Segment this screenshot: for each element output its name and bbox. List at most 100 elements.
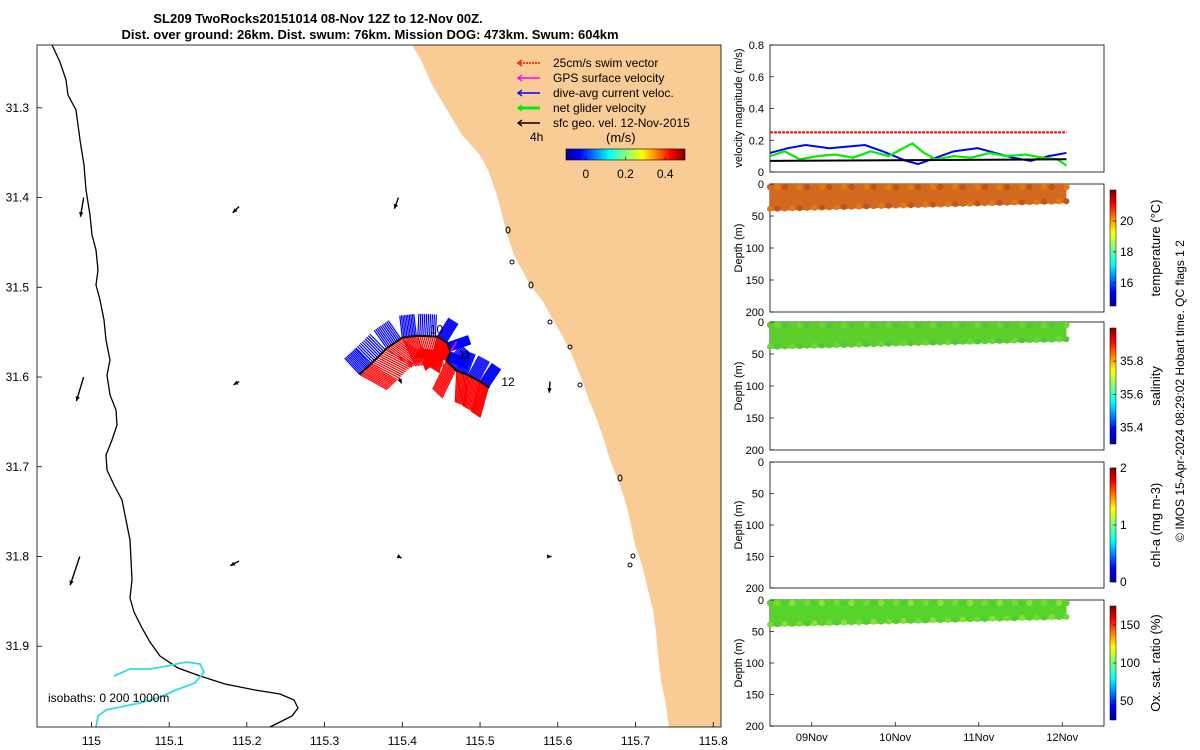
legend-item: dive-avg current veloc.	[516, 86, 674, 100]
temperature-section-sample	[1011, 199, 1018, 206]
salinity-section-ytick-label: 150	[746, 413, 764, 425]
legend-item: GPS surface velocity	[516, 71, 664, 85]
oxygen-section-ytick-label: 50	[752, 627, 764, 639]
oxygen-section-sample	[826, 619, 833, 626]
swim-vector	[477, 385, 488, 417]
salinity-section-ytick-label: 0	[758, 317, 764, 329]
current-vector	[411, 314, 416, 337]
oxygen-section-sample	[937, 599, 944, 607]
oxygen-section-sample	[1033, 614, 1040, 621]
swim-vector	[361, 371, 390, 388]
oxygen-section-sample	[952, 599, 959, 607]
chl-a-section-cbar-tick-label: 2	[1120, 461, 1127, 475]
swim-vector	[416, 353, 449, 358]
time-tick-label: 12Nov	[1046, 732, 1078, 744]
oxygen-section-sample	[1040, 599, 1048, 607]
lon-tick-label: 115	[82, 734, 101, 748]
temperature-section-sample	[981, 183, 989, 191]
legend-label: 25cm/s swim vector	[553, 56, 658, 70]
lon-tick-label: 115.7	[621, 734, 650, 748]
current-vector	[447, 335, 469, 344]
current-vector	[456, 349, 466, 371]
salinity-section-sample	[937, 339, 944, 346]
salinity-section-sample	[900, 340, 907, 347]
current-vector	[352, 350, 369, 368]
current-vector	[448, 337, 470, 347]
temperature-section-ytick-label: 100	[746, 243, 764, 255]
current-vector	[470, 356, 482, 377]
velocity-series-line	[769, 142, 1068, 167]
temperature-section-sample	[855, 183, 863, 191]
map-axes-frame	[36, 44, 722, 728]
salinity-section-sample	[974, 338, 981, 345]
salinity-section-sample	[1033, 321, 1040, 329]
geostrophic-vector	[393, 197, 400, 209]
salinity-section-sample	[1003, 321, 1011, 329]
vector-head	[547, 554, 552, 559]
swim-vector	[471, 381, 482, 413]
current-vector	[448, 339, 470, 348]
temperature-section-ytick-label: 150	[746, 275, 764, 287]
temperature-section-sample	[885, 202, 892, 209]
temperature-section-sample	[944, 183, 952, 191]
current-vector	[430, 314, 434, 337]
colorbar-tick-label: 0	[582, 167, 589, 181]
oxygen-section-ylabel: Depth (m)	[733, 639, 745, 688]
oxygen-section-sample	[944, 599, 952, 607]
current-vector	[366, 336, 383, 354]
temperature-section-sample	[907, 202, 914, 209]
oxygen-section-sample	[826, 599, 833, 607]
lat-tick-label: 31.4	[6, 191, 30, 205]
temperature-section-sample	[989, 200, 996, 207]
current-vector	[465, 353, 475, 375]
lat-tick-label: 31.3	[6, 101, 30, 115]
legend-arrowhead	[516, 59, 523, 67]
oxygen-section-ytick-label: 200	[746, 721, 764, 733]
velocity-series-line	[769, 158, 1067, 162]
temperature-section-sample	[863, 183, 870, 191]
lat-tick-label: 31.7	[6, 460, 30, 474]
swim-vector	[409, 336, 425, 366]
current-vector	[356, 345, 374, 363]
swim-vector	[471, 381, 481, 413]
oxygen-section-sample	[863, 599, 870, 607]
temperature-section-sample	[1055, 183, 1063, 191]
salinity-section-sample	[959, 321, 966, 329]
swim-vector	[460, 372, 464, 405]
salinity-section-sample	[870, 341, 877, 348]
chl-a-section-ytick-label: 0	[758, 457, 764, 469]
salinity-section-sample	[1018, 337, 1025, 344]
current-vector	[405, 314, 410, 337]
swim-vector	[403, 337, 418, 367]
current-vector	[487, 368, 502, 388]
temperature-section-sample	[900, 183, 907, 191]
title-line-2: Dist. over ground: 26km. Dist. swum: 76k…	[121, 27, 618, 42]
salinity-section-sample	[1041, 336, 1048, 343]
swim-vector	[381, 352, 411, 368]
dive-current-vectors	[344, 313, 502, 388]
oxygen-section-sample	[922, 617, 929, 624]
oxygen-section-sample	[885, 618, 892, 625]
current-vector	[466, 354, 476, 375]
geostrophic-vector	[75, 376, 85, 402]
oxygen-section-sample	[915, 599, 922, 607]
current-vector	[438, 318, 452, 339]
swim-vector	[472, 382, 483, 414]
swim-vector	[378, 355, 408, 371]
salinity-section-sample	[766, 321, 774, 329]
oxygen-section-sample	[1018, 615, 1025, 622]
temperature-section-sample	[840, 183, 848, 191]
lat-tick-label: 31.9	[6, 639, 30, 653]
oxygen-section-sample	[811, 620, 818, 627]
chl-a-section-axes	[769, 461, 1105, 589]
swim-vector	[458, 372, 461, 404]
oxygen-section-sample	[833, 599, 840, 607]
salinity-section-sample	[922, 321, 929, 329]
salinity-section-sample	[826, 342, 833, 349]
salinity-section-sample	[774, 343, 781, 350]
salinity-section-sample	[1011, 337, 1018, 344]
salinity-section-cbar-label: salinity	[1148, 366, 1163, 406]
swim-vector	[417, 352, 450, 357]
temperature-section-sample	[1026, 183, 1033, 191]
